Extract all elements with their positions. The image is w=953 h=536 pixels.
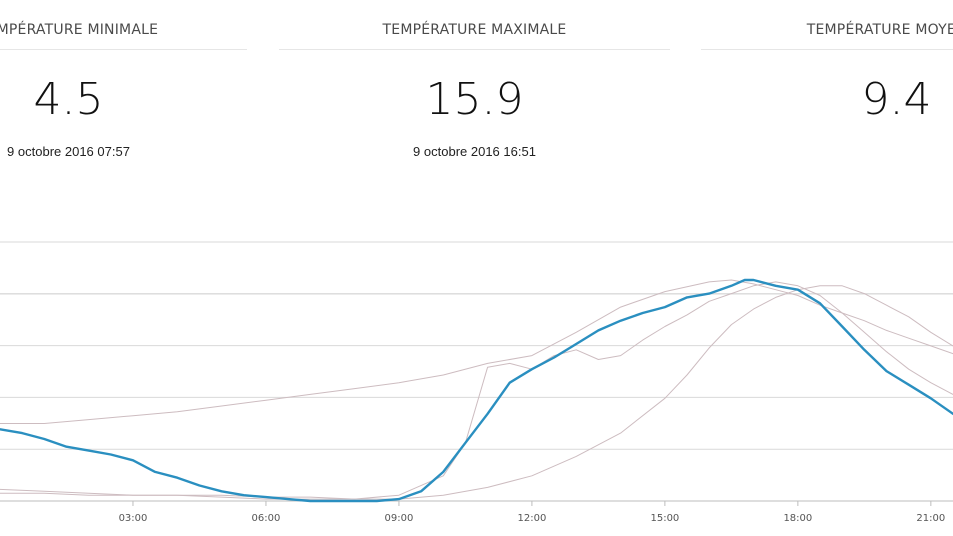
stat-divider-min <box>0 49 247 50</box>
x-tick-label: 15:00 <box>650 513 679 524</box>
stat-divider-max <box>279 49 670 50</box>
stat-title-min: TEMPÉRATURE MINIMALE <box>0 22 159 38</box>
main-series-group <box>0 278 953 503</box>
stat-date-min: 9 octobre 2016 07:57 <box>7 144 130 159</box>
series-line-reference-1 <box>0 281 953 500</box>
stat-card-min: TEMPÉRATURE MINIMALE 4.5 9 octobre 2016 … <box>0 0 247 170</box>
stat-value-min: 4.5 <box>33 74 104 125</box>
stat-value-max: 15.9 <box>425 74 524 125</box>
series-line-reference-3 <box>0 279 953 424</box>
stat-card-max: TEMPÉRATURE MAXIMALE 15.9 9 octobre 2016… <box>279 0 670 170</box>
stat-date-max: 9 octobre 2016 16:51 <box>413 144 536 159</box>
x-tick-label: 18:00 <box>783 513 812 524</box>
x-tick-label: 21:00 <box>916 513 945 524</box>
reference-series-group <box>0 279 953 500</box>
series-line-reference-2 <box>0 285 953 500</box>
x-tick-label: 03:00 <box>119 513 148 524</box>
stat-value-avg: 9.4 <box>861 74 932 125</box>
x-tick-label: 06:00 <box>252 513 281 524</box>
stat-title-max: TEMPÉRATURE MAXIMALE <box>382 22 567 38</box>
x-tick-label: 09:00 <box>385 513 414 524</box>
temperature-chart[interactable]: 03:00 06:00 09:00 12:00 15:00 18:00 21:00 <box>0 230 953 536</box>
x-axis: 03:00 06:00 09:00 12:00 15:00 18:00 21:00 <box>119 501 945 524</box>
stat-title-avg: TEMPÉRATURE MOYENNE <box>806 22 953 38</box>
x-tick-label: 12:00 <box>517 513 546 524</box>
stat-divider-avg <box>701 49 953 50</box>
series-line-main[interactable] <box>0 278 953 503</box>
grid-lines <box>0 241 953 502</box>
stat-card-avg: TEMPÉRATURE MOYENNE 9.4 <box>701 0 953 170</box>
